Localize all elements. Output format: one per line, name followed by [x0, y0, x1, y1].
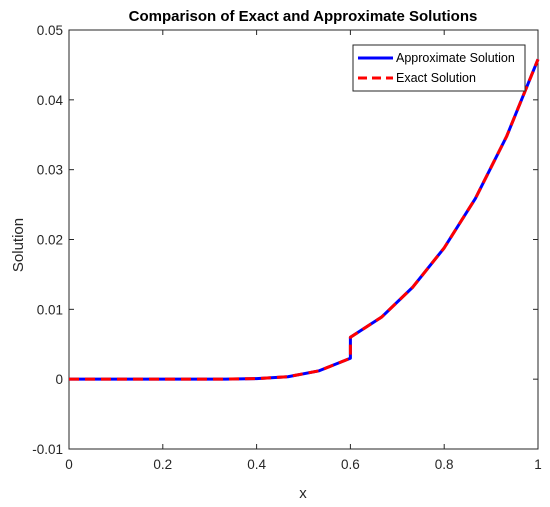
chart-title: Comparison of Exact and Approximate Solu…	[129, 8, 478, 25]
x-tick-label: 0.8	[435, 457, 454, 472]
y-tick-label: 0.02	[37, 233, 63, 248]
y-tick-label: 0.04	[37, 93, 64, 108]
plot-area	[68, 29, 539, 450]
series-layer	[69, 58, 540, 381]
y-tick-label: 0.01	[37, 302, 63, 317]
x-tick-label: 0.6	[341, 457, 360, 472]
y-tick-label: 0.03	[37, 163, 63, 178]
x-tick-label: 0.4	[247, 457, 266, 472]
x-tick-label: 1	[534, 457, 542, 472]
legend-label-exact: Exact Solution	[396, 71, 476, 85]
y-tick-label: -0.01	[32, 442, 63, 457]
y-tick-label: 0.05	[37, 23, 63, 38]
legend-label-approximate: Approximate Solution	[396, 51, 515, 65]
x-axis-label: x	[299, 485, 307, 502]
x-tick-label: 0.2	[153, 457, 172, 472]
series-line-exact	[69, 58, 540, 381]
x-tick-label: 0	[65, 457, 73, 472]
legend: Approximate Solution Exact Solution	[352, 44, 526, 92]
legend-box	[352, 44, 526, 92]
y-axis-label: Solution	[10, 218, 27, 272]
y-tick-label: 0	[55, 372, 63, 387]
